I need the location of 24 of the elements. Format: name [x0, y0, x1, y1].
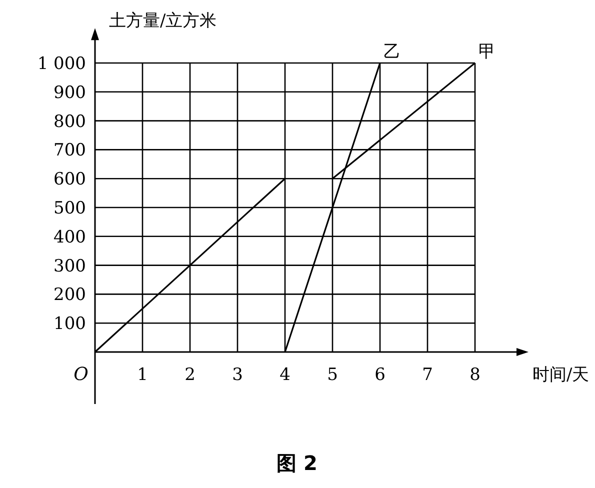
- x-tick-label: 7: [422, 365, 433, 385]
- x-tick-label: 6: [374, 365, 386, 385]
- x-tick-label: 4: [280, 365, 290, 385]
- y-tick-label: 500: [54, 198, 86, 218]
- y-tick-label: 700: [54, 140, 86, 161]
- series-label: 甲: [478, 42, 496, 62]
- y-tick-label: 900: [54, 82, 86, 103]
- x-tick-label: 3: [232, 365, 243, 385]
- y-tick-label: 800: [54, 112, 86, 132]
- x-tick-label: 8: [470, 365, 480, 385]
- y-tick-label: 200: [54, 285, 86, 306]
- x-tick-label: 1: [137, 365, 148, 385]
- y-tick-label: 300: [54, 256, 86, 276]
- y-axis-title: 土方量/立方米: [109, 11, 217, 32]
- x-tick-label: 5: [327, 365, 338, 385]
- y-tick-label: 400: [54, 227, 86, 248]
- text: 图 2: [276, 451, 318, 475]
- text: O: [74, 364, 89, 385]
- y-tick-label: 600: [54, 170, 86, 190]
- x-axis-title: 时间/天: [532, 365, 590, 385]
- y-tick-label: 100: [54, 314, 86, 334]
- series-label: 乙: [384, 42, 400, 62]
- y-tick-label: 1 000: [37, 54, 86, 74]
- x-tick-label: 2: [184, 365, 196, 385]
